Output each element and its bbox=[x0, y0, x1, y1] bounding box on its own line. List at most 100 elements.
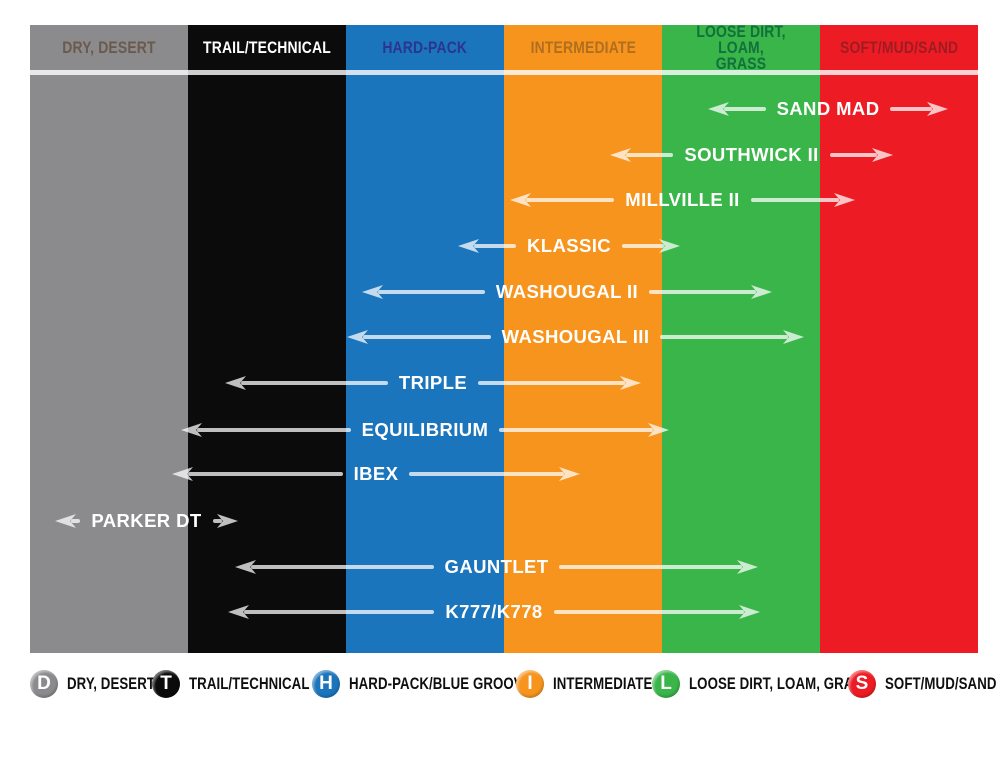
chart-area: DRY, DESERT TRAIL/TECHNICAL HARD-PACK IN… bbox=[30, 21, 978, 653]
range-arrow-left bbox=[510, 193, 615, 207]
arrow-shaft bbox=[553, 610, 745, 614]
arrow-shaft bbox=[251, 565, 434, 569]
legend-circle-icon-t: T bbox=[152, 670, 180, 698]
arrow-shaft bbox=[890, 107, 933, 111]
arrow-shaft bbox=[649, 290, 756, 294]
tire-row: MILLVILLE II bbox=[510, 187, 856, 213]
arrow-shaft bbox=[559, 565, 743, 569]
range-arrow-left bbox=[235, 560, 434, 574]
terrain-column-hard-pack: HARD-PACK bbox=[346, 25, 504, 653]
arrow-shaft bbox=[750, 198, 840, 202]
legend-item-label: LOOSE DIRT, LOAM, GRASS bbox=[689, 674, 872, 693]
terrain-column-header: LOOSE DIRT, LOAM, GRASS bbox=[662, 21, 820, 73]
legend-item: H HARD-PACK/BLUE GROOVE bbox=[312, 668, 583, 700]
legend-circle-icon-i: I bbox=[516, 670, 544, 698]
tire-name-label: K777/K778 bbox=[445, 601, 543, 622]
legend-item-label: DRY, DESERT bbox=[67, 674, 156, 693]
arrow-shaft bbox=[829, 153, 878, 157]
tire-row: PARKER DT bbox=[55, 508, 238, 534]
legend-item: I INTERMEDIATE bbox=[516, 668, 680, 700]
arrow-shaft bbox=[244, 610, 435, 614]
terrain-column-dry-desert: DRY, DESERT bbox=[30, 25, 188, 653]
range-arrow-left bbox=[347, 330, 491, 344]
legend-circle-icon-d: D bbox=[30, 670, 58, 698]
terrain-column-header: SOFT/MUD/SAND bbox=[820, 25, 978, 70]
tire-row: EQUILIBRIUM bbox=[181, 417, 670, 443]
tire-name-label: SAND MAD bbox=[776, 98, 880, 119]
header-divider bbox=[30, 70, 978, 75]
arrow-shaft bbox=[622, 244, 664, 248]
range-arrow-left bbox=[172, 467, 343, 481]
arrow-shaft bbox=[526, 198, 615, 202]
tire-row: WASHOUGAL III bbox=[347, 324, 805, 350]
legend-item: T TRAIL/TECHNICAL bbox=[152, 668, 343, 700]
range-arrow-right bbox=[553, 605, 761, 619]
terrain-column-header: INTERMEDIATE bbox=[504, 25, 662, 70]
range-arrow-right bbox=[622, 239, 680, 253]
range-arrow-right bbox=[499, 423, 670, 437]
arrow-shaft bbox=[478, 381, 625, 385]
tire-name-label: IBEX bbox=[353, 463, 399, 484]
tire-name-label: WASHOUGAL III bbox=[501, 326, 650, 347]
arrow-shaft bbox=[660, 335, 789, 339]
range-arrow-right bbox=[478, 376, 641, 390]
tire-row: K777/K778 bbox=[228, 599, 761, 625]
terrain-column-header-label: SOFT/MUD/SAND bbox=[839, 37, 959, 57]
legend-item-label: SOFT/MUD/SAND bbox=[885, 674, 997, 693]
arrow-shaft bbox=[241, 381, 388, 385]
tire-name-label: SOUTHWICK II bbox=[684, 144, 819, 165]
arrow-shaft bbox=[474, 244, 516, 248]
range-arrow-right bbox=[212, 514, 238, 528]
terrain-column-header-label: HARD-PACK bbox=[382, 37, 468, 57]
tire-name-label: GAUNTLET bbox=[444, 556, 549, 577]
range-arrow-left bbox=[228, 605, 435, 619]
legend-item-label: TRAIL/TECHNICAL bbox=[189, 674, 310, 693]
tire-row: TRIPLE bbox=[225, 370, 641, 396]
range-arrow-right bbox=[559, 560, 759, 574]
tire-name-label: PARKER DT bbox=[91, 510, 202, 531]
tire-name-label: TRIPLE bbox=[398, 372, 468, 393]
arrow-shaft bbox=[197, 428, 351, 432]
tire-name-label: KLASSIC bbox=[527, 235, 611, 256]
range-arrow-left bbox=[225, 376, 388, 390]
range-arrow-left bbox=[610, 148, 674, 162]
range-arrow-right bbox=[649, 285, 772, 299]
legend-circle-icon-s: S bbox=[848, 670, 876, 698]
tire-row: IBEX bbox=[172, 461, 580, 487]
range-arrow-right bbox=[409, 467, 580, 481]
terrain-column-header-label: LOOSE DIRT, LOAM, GRASS bbox=[696, 21, 786, 73]
arrow-shaft bbox=[363, 335, 491, 339]
range-arrow-right bbox=[890, 102, 949, 116]
range-arrow-left bbox=[708, 102, 766, 116]
terrain-column-header: HARD-PACK bbox=[346, 25, 504, 70]
arrow-shaft bbox=[378, 290, 485, 294]
legend-item: D DRY, DESERT bbox=[30, 668, 180, 700]
terrain-column-header-label: TRAIL/TECHNICAL bbox=[203, 37, 331, 57]
range-arrow-right bbox=[750, 193, 856, 207]
arrow-shaft bbox=[212, 519, 222, 523]
arrow-shaft bbox=[71, 519, 81, 523]
terrain-column-header: DRY, DESERT bbox=[30, 25, 188, 70]
range-arrow-right bbox=[660, 330, 805, 344]
terrain-column-header-label: DRY, DESERT bbox=[62, 37, 156, 57]
range-arrow-left bbox=[362, 285, 485, 299]
arrow-shaft bbox=[188, 472, 343, 476]
legend-item-label: INTERMEDIATE bbox=[553, 674, 653, 693]
terrain-column-soft-mud-sand: SOFT/MUD/SAND bbox=[820, 25, 978, 653]
legend-item: L LOOSE DIRT, LOAM, GRASS bbox=[652, 668, 923, 700]
legend-circle-icon-l: L bbox=[652, 670, 680, 698]
tire-row: GAUNTLET bbox=[235, 554, 759, 580]
tire-row: SAND MAD bbox=[708, 96, 949, 122]
terrain-column-intermediate: INTERMEDIATE bbox=[504, 25, 662, 653]
legend-item: S SOFT/MUD/SAND bbox=[848, 668, 1000, 700]
arrow-shaft bbox=[724, 107, 766, 111]
range-arrow-right bbox=[829, 148, 894, 162]
range-arrow-left bbox=[458, 239, 516, 253]
legend-item-label: HARD-PACK/BLUE GROOVE bbox=[349, 674, 532, 693]
arrow-shaft bbox=[409, 472, 564, 476]
terrain-legend: D DRY, DESERT T TRAIL/TECHNICAL H HARD-P… bbox=[0, 668, 1000, 700]
terrain-column-header: TRAIL/TECHNICAL bbox=[188, 25, 346, 70]
tire-row: SOUTHWICK II bbox=[610, 142, 894, 168]
arrow-shaft bbox=[626, 153, 674, 157]
